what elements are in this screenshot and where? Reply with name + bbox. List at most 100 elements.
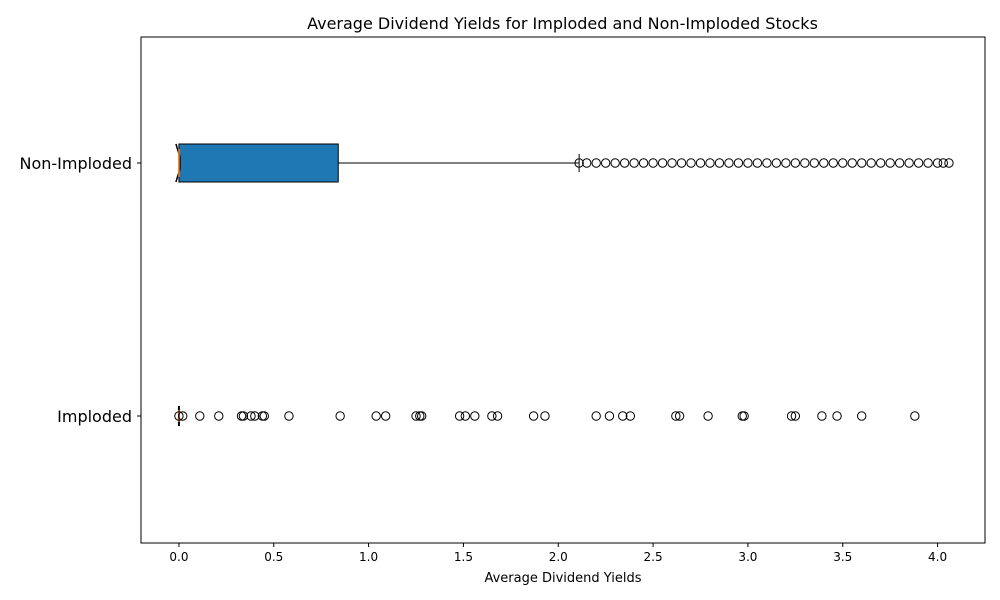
outlier-point [819,158,829,168]
outlier-point [629,158,639,168]
outlier-point [737,411,747,421]
outlier-point [762,158,772,168]
outlier-point [174,411,184,421]
plot-frame [140,36,986,544]
outlier-point [676,158,687,168]
outlier-point [528,411,539,421]
outlier-point [790,411,801,421]
outlier-point [380,411,391,421]
outlier-point [591,158,601,168]
outlier-point [417,411,427,421]
outlier-point [657,158,668,168]
outlier-point [752,158,763,168]
outlier-point [786,411,797,421]
outlier-point [743,158,753,168]
outlier-point [910,411,920,421]
outlier-point [610,158,620,168]
outlier-point [847,158,857,168]
x-tick-label: 1.5 [454,550,473,564]
outlier-point [335,411,345,421]
x-axis-label: Average Dividend Yields [484,571,641,586]
outlier-point [178,411,188,421]
outlier-point [454,411,465,421]
y-axis: Non-Imploded Imploded [19,154,141,426]
outlier-point [686,158,696,168]
box [178,143,339,183]
outlier-point [371,411,381,421]
outlier-point [885,158,895,168]
outlier-point [411,411,421,421]
outlier-point [667,158,677,168]
x-tick-label: 4.0 [928,550,947,564]
box-group [174,406,920,426]
outlier-point [618,411,628,421]
outlier-point [913,158,924,168]
outlier-point [487,411,497,421]
outlier-point [246,411,256,421]
outlier-point [574,158,584,168]
outlier-point [938,158,948,168]
outlier-point [619,158,630,168]
outlier-point [857,158,867,168]
outlier-point [724,158,734,168]
x-axis: 0.0 0.5 1.0 1.5 2.0 2.5 3.0 3.5 4.0 [169,543,947,564]
x-tick-label: 0.5 [264,550,283,564]
outlier-point [714,158,725,168]
y-tick-label: Imploded [57,407,132,426]
outlier-point [703,411,713,421]
x-tick-label: 3.5 [833,550,852,564]
outlier-point [828,158,838,168]
outlier-point [790,158,801,168]
outlier-point [492,411,503,421]
outlier-point [781,158,791,168]
outlier-point [944,158,954,168]
box-group [175,143,954,183]
outlier-point [540,411,550,421]
plot-area [174,143,954,426]
x-tick-label: 2.0 [549,550,568,564]
outlier-point [817,411,827,421]
outlier-point [866,158,876,168]
outlier-point [604,411,615,421]
notch [175,143,181,183]
outlier-point [638,158,649,168]
outlier-point [250,411,260,421]
outlier-point [904,158,914,168]
outlier-point [923,158,933,168]
outlier-point [470,411,480,421]
x-tick-label: 1.0 [359,550,378,564]
outlier-point [932,158,943,168]
outlier-point [195,411,205,421]
outlier-point [460,411,471,421]
x-tick-label: 0.0 [169,550,188,564]
chart-title: Average Dividend Yields for Imploded and… [307,14,818,33]
outlier-point [582,158,592,168]
outlier-point [625,411,636,421]
outlier-point [648,158,658,168]
outlier-point [259,411,269,421]
outlier-point [733,158,744,168]
y-tick-label: Non-Imploded [19,154,132,173]
outlier-point [800,158,810,168]
outlier-point [284,411,294,421]
x-tick-label: 3.0 [738,550,757,564]
outlier-point [695,158,706,168]
outlier-point [705,158,715,168]
outlier-point [671,411,681,421]
outlier-point [739,411,749,421]
outlier-point [809,158,820,168]
outlier-point [591,411,601,421]
outlier-point [238,411,249,421]
outlier-point [857,411,867,421]
outlier-point [674,411,685,421]
outlier-point [600,158,611,168]
outlier-point [875,158,886,168]
outlier-point [214,411,224,421]
outlier-point [832,411,842,421]
outlier-point [236,411,247,421]
outlier-point [838,158,848,168]
outlier-point [894,158,905,168]
x-tick-label: 2.5 [644,550,663,564]
